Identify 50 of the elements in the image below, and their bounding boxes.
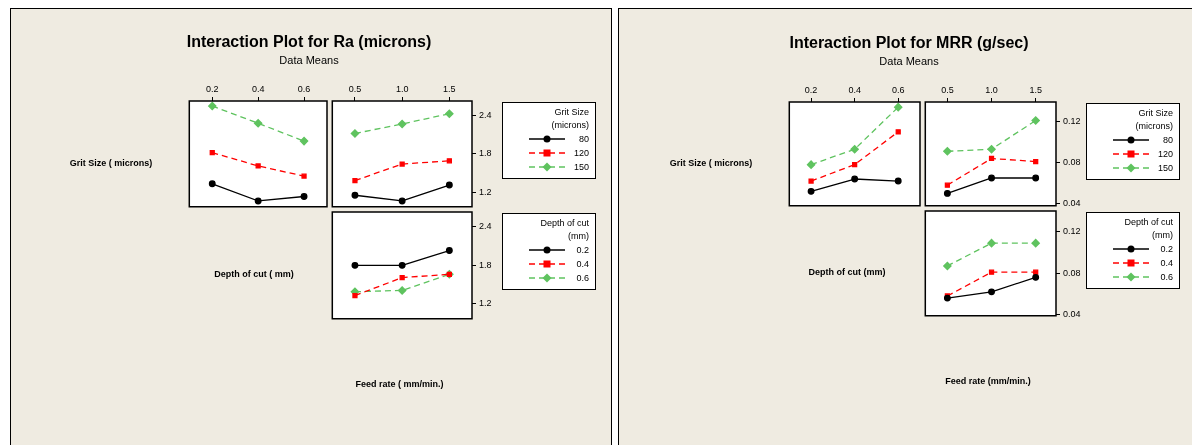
legend-label: 120 xyxy=(573,148,589,158)
y-axis-title: Grit Size ( microns) xyxy=(69,157,153,168)
legend-title: Depth of cut (mm) xyxy=(1123,216,1173,242)
legend-label: 0.4 xyxy=(575,259,589,269)
y-tick-label: 1.2 xyxy=(479,298,492,309)
x-tick-label: 0.4 xyxy=(848,85,861,96)
chart-subtitle: Data Means xyxy=(279,54,339,66)
x-tick-label: 0.2 xyxy=(804,85,818,96)
y-tick-label: 1.8 xyxy=(479,148,492,159)
y-tick-label: 1.2 xyxy=(479,186,492,197)
y-tick-label: 0.12 xyxy=(1063,226,1081,237)
y-tick-label: 2.4 xyxy=(479,221,492,232)
x-axis-title: Feed rate ( mm/min.) xyxy=(355,379,444,389)
x-tick-label: 0.6 xyxy=(297,84,311,95)
legend-label: 0.2 xyxy=(1159,244,1173,254)
legend-label: 0.6 xyxy=(575,273,589,283)
chart-title: Interaction Plot for MRR (g/sec) xyxy=(789,34,1029,52)
x-tick-label: 0.6 xyxy=(891,85,905,96)
legend-label: 150 xyxy=(573,162,589,172)
legend-label: 0.2 xyxy=(575,245,589,255)
legend-label: 80 xyxy=(1162,135,1173,145)
y-tick-label: 2.4 xyxy=(479,110,492,121)
x-tick-label: 1.5 xyxy=(1029,85,1042,96)
x-axis-title: Feed rate (mm/min.) xyxy=(945,376,1031,386)
chart-title: Interaction Plot for Ra (microns) xyxy=(186,33,432,51)
y-tick-label: 0.12 xyxy=(1063,115,1081,126)
legend-title: Grit Size (microns) xyxy=(1134,107,1173,133)
x-tick-label: 1.5 xyxy=(443,84,456,95)
legend-label: 0.4 xyxy=(1159,258,1173,268)
y-axis-title: Depth of cut ( mm) xyxy=(214,269,294,279)
legend-title: Depth of cut (mm) xyxy=(539,217,589,243)
x-tick-label: 1.0 xyxy=(395,84,409,95)
y-tick-label: 1.8 xyxy=(479,259,492,270)
y-tick-label: 0.08 xyxy=(1063,157,1081,168)
y-tick-label: 0.04 xyxy=(1063,309,1081,320)
legend-title: Grit Size (microns) xyxy=(550,106,589,132)
x-tick-label: 0.5 xyxy=(941,85,954,96)
y-tick-label: 0.08 xyxy=(1063,267,1081,278)
legend-label: 0.6 xyxy=(1159,272,1173,282)
chart-subtitle: Data Means xyxy=(879,55,939,67)
x-tick-label: 0.2 xyxy=(205,84,219,95)
y-axis-title: Depth of cut (mm) xyxy=(808,267,886,277)
x-tick-label: 0.4 xyxy=(251,84,265,95)
legend-label: 150 xyxy=(1157,163,1173,173)
legend-label: 120 xyxy=(1157,149,1173,159)
legend-label: 80 xyxy=(578,134,589,144)
x-tick-label: 0.5 xyxy=(348,84,362,95)
y-axis-title: Grit Size ( microns) xyxy=(669,157,753,168)
y-tick-label: 0.04 xyxy=(1063,198,1081,209)
x-tick-label: 1.0 xyxy=(985,85,998,96)
